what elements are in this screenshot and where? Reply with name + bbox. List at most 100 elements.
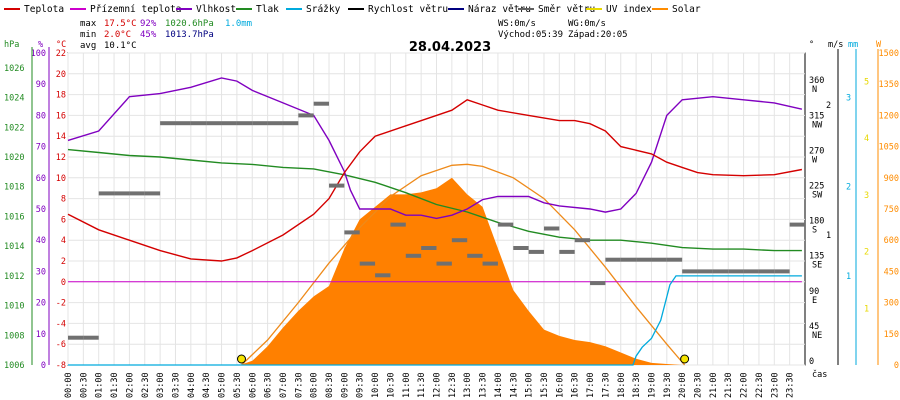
rain-line [68,275,802,366]
x-tick-label: 12:30 [448,372,458,398]
hpa-tick-label: 1012 [4,272,24,282]
pct-tick-label: 60 [36,174,46,184]
x-tick-label: 11:00 [402,372,412,398]
temp-tick-label: 18 [56,91,66,101]
x-tick-label: 01:00 [95,372,105,398]
dir-tick-label: 360 [809,76,824,86]
wind-direction-point [405,253,422,258]
dir-cardinal-label: E [812,296,817,306]
w-tick-label: 150 [884,330,899,340]
dir-tick-label: 0 [809,357,814,367]
x-tick-label: 06:30 [264,372,274,398]
dir-cardinal-label: W [812,155,818,165]
w-tick-label: 450 [884,267,899,277]
x-unit-label: čas [812,369,827,380]
plot-area [67,77,805,366]
x-tick-label: 07:00 [279,372,289,398]
dir-cardinal-label: NE [812,331,822,341]
wind-direction-point [221,121,237,126]
temp-tick-label: 8 [61,195,66,205]
wind-direction-point [267,121,283,126]
wind-direction-point [175,121,191,126]
wind-direction-point [789,222,805,227]
temp-tick-label: 22 [56,49,66,59]
wind-direction-point [160,121,176,126]
wind-direction-point [758,269,775,274]
wind-direction-point [467,253,483,258]
stat-min-press: 1013.7hPa [165,30,214,40]
wind-direction-point [666,257,683,262]
pressure-line [67,148,802,252]
hpa-tick-label: 1024 [4,94,24,104]
x-tick-label: 17:30 [601,372,611,398]
mm-tick-label: 2 [846,183,851,193]
legend-label: Směr větru [538,4,595,15]
legend-label: UV index [606,4,652,15]
dir-tick-label: 135 [809,252,824,262]
w-tick-label: 1200 [879,111,899,121]
uv-tick-label: 2 [864,248,869,258]
dir-cardinal-label: SW [812,191,823,201]
legend-label: Solar [672,4,701,15]
dir-tick-label: 315 [809,111,824,121]
dir-cardinal-label: SE [812,261,822,271]
w-tick-label: 600 [884,236,899,246]
uv-tick-label: 4 [864,134,869,144]
solar-area [239,177,683,365]
pct-unit: % [38,40,43,50]
x-tick-label: 18:30 [632,372,642,398]
dir-tick-label: 45 [809,322,819,332]
ms-tick-label: 1 [826,231,831,241]
wind-direction-point [743,269,759,274]
wind-direction-point [114,191,130,196]
dir-tick-label: 225 [809,182,824,192]
x-tick-label: 20:00 [678,372,688,398]
hpa-tick-label: 1026 [4,64,24,74]
ms-unit: m/s [828,40,843,50]
uv-tick-label: 1 [864,304,869,314]
pct-tick-label: 70 [36,143,46,153]
x-tick-label: 14:30 [509,372,519,398]
temp-unit: °C [56,40,66,50]
stat-max-rain: 1.0mm [225,19,252,29]
temp-tick-label: -8 [56,361,66,371]
w-unit: W [876,40,882,50]
uv-tick-label: 3 [864,191,869,201]
wind-direction-point [344,230,360,235]
hpa-tick-label: 1018 [4,183,24,193]
x-tick-label: 10:00 [371,372,381,398]
dir-tick-label: 270 [809,146,824,156]
x-tick-label: 09:30 [356,372,366,398]
hpa-tick-label: 1006 [4,361,24,371]
stat-min-temp: 2.0°C [104,30,131,40]
temp-tick-label: 14 [56,132,66,142]
wind-direction-point [482,261,498,266]
x-tick-label: 16:00 [555,372,565,398]
wind-direction-point [682,269,698,274]
wind-direction-point [712,269,729,274]
x-tick-label: 06:00 [248,372,258,398]
temp-tick-label: 2 [61,257,66,267]
temp-tick-label: 4 [61,236,66,246]
x-tick-label: 12:00 [433,372,443,398]
pct-tick-label: 100 [31,49,46,59]
wind-direction-point [636,257,652,262]
legend-label: Přízemní teplota [90,4,182,15]
mm-tick-label: 3 [846,94,851,104]
hpa-tick-label: 1020 [4,153,24,163]
legend-label: Náraz větru [468,4,531,15]
wind-direction-point [497,222,514,227]
hpa-tick-label: 1008 [4,331,24,341]
legend-label: Tlak [256,4,279,15]
x-tick-label: 19:30 [663,372,673,398]
hpa-tick-label: 1010 [4,302,24,312]
x-tick-label: 01:30 [110,372,120,398]
wind-direction-point [774,269,790,274]
x-tick-label: 02:30 [141,372,151,398]
wind-direction-point [574,238,591,243]
wind-direction-point [252,121,268,126]
hpa-tick-label: 1016 [4,212,24,222]
wind-direction-point [144,191,161,196]
w-tick-label: 0 [894,361,899,371]
